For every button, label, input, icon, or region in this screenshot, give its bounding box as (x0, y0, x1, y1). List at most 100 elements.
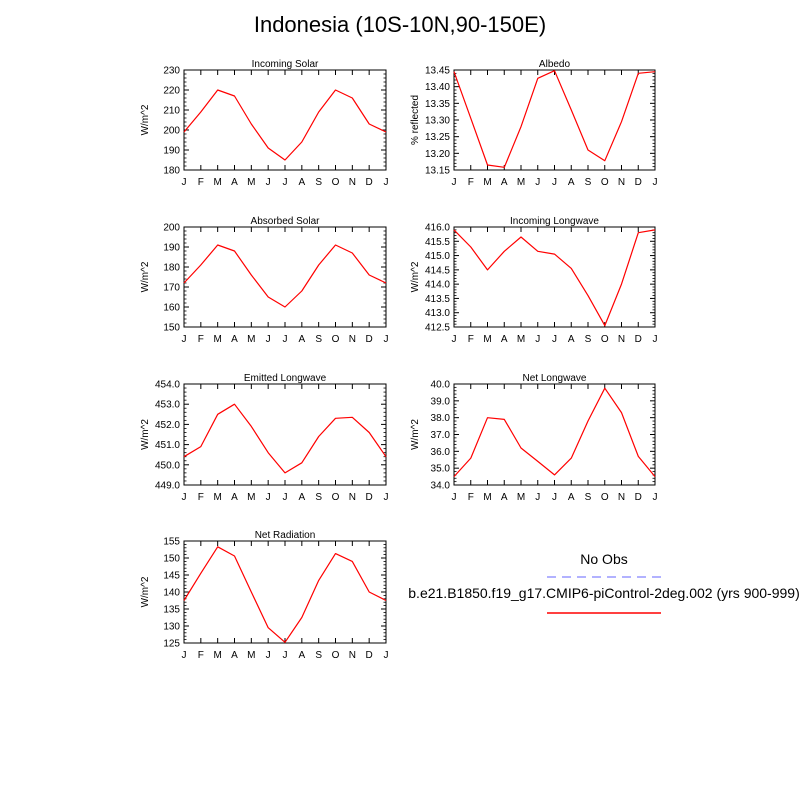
y-tick-label: 13.45 (425, 66, 450, 77)
x-tick-label: J (283, 334, 288, 345)
x-tick-label: J (384, 650, 389, 661)
x-tick-label: J (552, 177, 557, 188)
y-tick-label: 145 (163, 571, 180, 582)
x-tick-label: A (298, 177, 305, 188)
x-tick-label: J (535, 334, 540, 345)
x-tick-label: J (182, 492, 187, 503)
x-tick-label: D (635, 177, 642, 188)
x-tick-label: J (182, 650, 187, 661)
x-tick-label: S (315, 650, 322, 661)
x-tick-label: A (501, 334, 508, 345)
x-tick-label: M (247, 334, 255, 345)
y-tick-label: 38.0 (431, 413, 451, 424)
y-axis-label: W/m^2 (140, 104, 151, 135)
x-tick-label: O (332, 334, 340, 345)
y-tick-label: 190 (163, 146, 180, 157)
x-tick-label: N (618, 177, 625, 188)
y-tick-label: 13.20 (425, 149, 450, 160)
plot-frame (183, 226, 387, 328)
y-tick-label: 125 (163, 639, 180, 650)
y-tick-label: 453.0 (155, 400, 180, 411)
plot-frame (183, 383, 387, 486)
x-tick-label: M (213, 492, 221, 503)
x-tick-label: F (468, 334, 474, 345)
x-tick-label: S (585, 177, 592, 188)
x-tick-label: A (298, 492, 305, 503)
x-tick-label: J (452, 334, 457, 345)
panel-title: Incoming Solar (252, 59, 319, 70)
x-tick-label: M (213, 334, 221, 345)
y-tick-label: 13.35 (425, 99, 450, 110)
y-axis-label: W/m^2 (410, 261, 421, 292)
x-tick-label: F (468, 177, 474, 188)
y-tick-label: 13.15 (425, 166, 450, 177)
y-tick-label: 180 (163, 263, 180, 274)
x-tick-label: D (366, 334, 373, 345)
y-tick-label: 454.0 (155, 380, 180, 391)
y-axis-label: W/m^2 (140, 576, 151, 607)
x-tick-label: F (468, 492, 474, 503)
x-tick-label: J (283, 177, 288, 188)
x-tick-label: D (366, 492, 373, 503)
series-line (183, 546, 387, 643)
y-tick-label: 37.0 (431, 430, 451, 441)
x-tick-label: D (366, 650, 373, 661)
legend: No Obs b.e21.B1850.f19_g17.CMIP6-piContr… (408, 551, 800, 614)
series-line (183, 403, 387, 474)
x-tick-label: J (266, 177, 271, 188)
x-tick-label: M (517, 177, 525, 188)
series-line (453, 229, 656, 327)
y-axis-label: W/m^2 (140, 419, 151, 450)
y-tick-label: 413.5 (425, 294, 450, 305)
y-tick-label: 450.0 (155, 460, 180, 471)
x-tick-label: D (635, 492, 642, 503)
x-tick-label: M (247, 177, 255, 188)
y-tick-label: 230 (163, 66, 180, 77)
x-tick-label: A (231, 650, 238, 661)
panel-title: Net Radiation (255, 530, 316, 541)
x-tick-label: O (332, 492, 340, 503)
x-tick-label: A (298, 650, 305, 661)
x-tick-label: M (483, 334, 491, 345)
y-tick-label: 200 (163, 223, 180, 234)
x-tick-label: J (384, 177, 389, 188)
x-tick-label: D (635, 334, 642, 345)
x-tick-label: N (349, 492, 356, 503)
x-tick-label: D (366, 177, 373, 188)
x-tick-label: J (283, 492, 288, 503)
x-tick-label: N (618, 334, 625, 345)
x-tick-label: J (552, 492, 557, 503)
y-tick-label: 35.0 (431, 464, 451, 475)
y-tick-label: 415.5 (425, 237, 450, 248)
x-tick-label: J (384, 334, 389, 345)
y-axis-label: % reflected (410, 95, 421, 145)
y-tick-label: 150 (163, 323, 180, 334)
y-tick-label: 36.0 (431, 447, 451, 458)
panel-title: Albedo (539, 59, 571, 70)
x-tick-label: S (585, 492, 592, 503)
y-tick-label: 160 (163, 303, 180, 314)
x-tick-label: M (213, 177, 221, 188)
y-tick-label: 13.40 (425, 82, 450, 93)
y-tick-label: 452.0 (155, 420, 180, 431)
y-tick-label: 414.5 (425, 265, 450, 276)
y-tick-label: 416.0 (425, 223, 450, 234)
panel-1: Albedo 13.15 13.20 13.25 13.30 13.35 13.40 13.4… (410, 59, 658, 188)
y-tick-label: 13.25 (425, 132, 450, 143)
x-tick-label: O (601, 177, 609, 188)
x-tick-label: A (568, 177, 575, 188)
x-tick-label: J (182, 177, 187, 188)
panel-title: Emitted Longwave (244, 373, 327, 384)
series-line (453, 70, 656, 168)
y-tick-label: 415.0 (425, 251, 450, 262)
x-tick-label: A (568, 334, 575, 345)
panel-title: Absorbed Solar (251, 216, 321, 227)
x-tick-label: J (535, 177, 540, 188)
y-tick-label: 155 (163, 537, 180, 548)
x-tick-label: A (231, 177, 238, 188)
x-tick-label: F (198, 177, 204, 188)
x-tick-label: N (349, 177, 356, 188)
x-tick-label: M (247, 650, 255, 661)
y-tick-label: 13.30 (425, 116, 450, 127)
